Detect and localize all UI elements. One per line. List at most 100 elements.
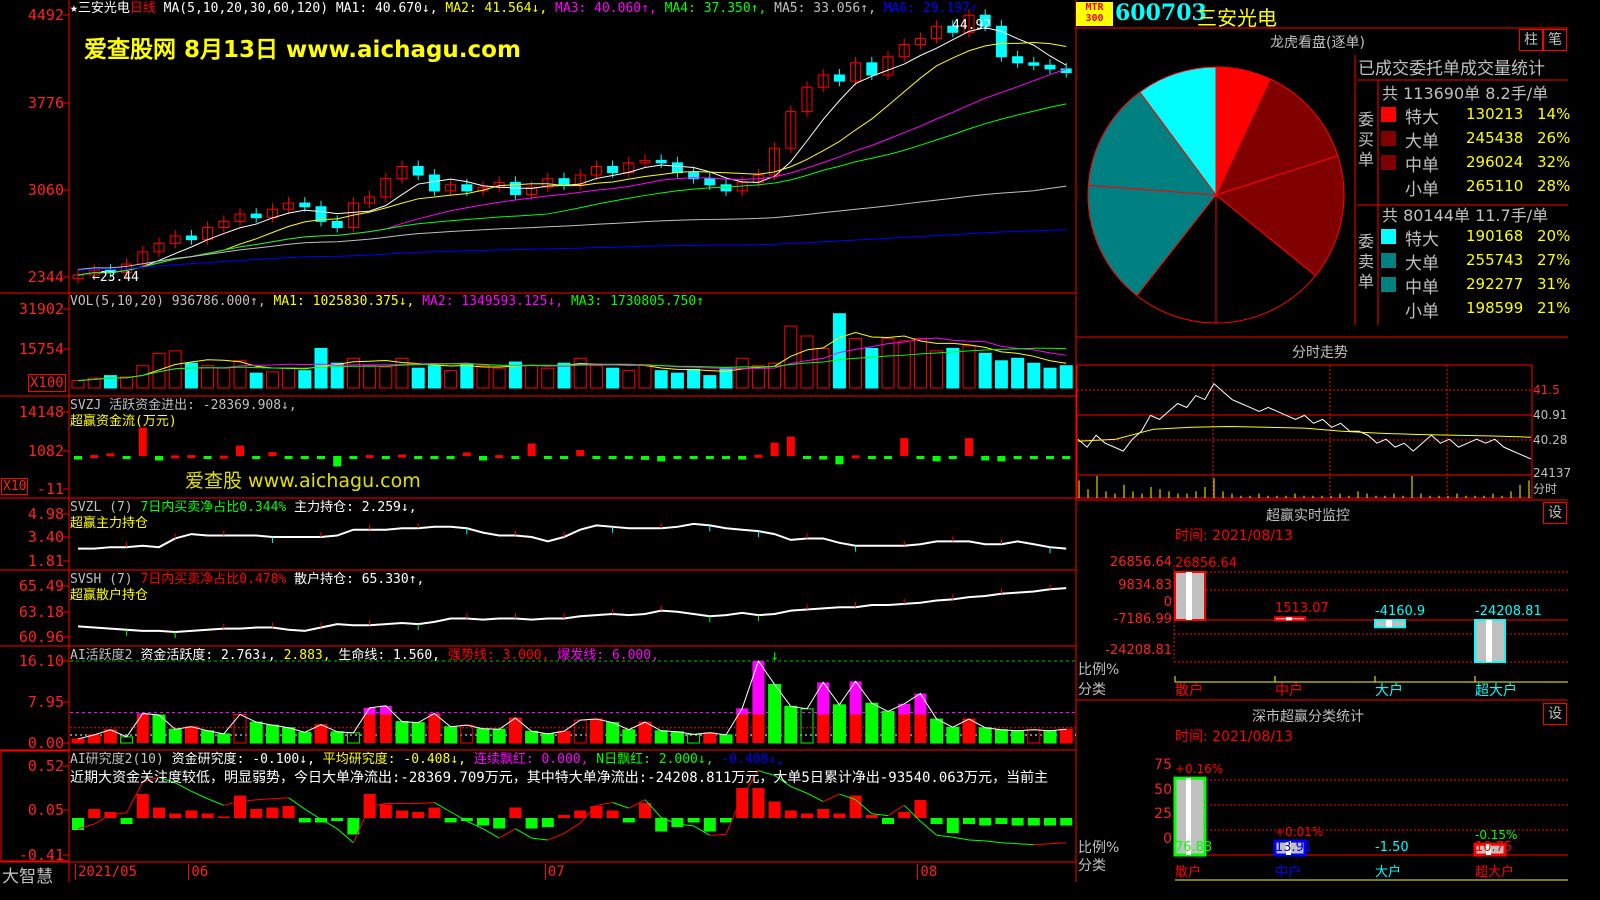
research-axis-label: 0.52 — [27, 757, 64, 775]
volume-bar — [735, 357, 749, 389]
date-label: 07 — [544, 864, 565, 880]
flow-bar — [1029, 456, 1038, 459]
research-bar — [898, 812, 911, 818]
sell-summary: 共 80144单 11.7手/单 — [1382, 206, 1549, 225]
candle-up — [914, 37, 926, 46]
activity-bar — [525, 730, 539, 744]
stats-settings-button[interactable]: 设 — [1543, 703, 1567, 725]
flow-bar — [187, 455, 196, 459]
research-bar — [639, 803, 651, 818]
ma120-line — [77, 229, 1067, 271]
activity-bar — [444, 726, 458, 744]
flow-bar — [284, 456, 293, 459]
order-percent: 31% — [1537, 275, 1571, 293]
volume-bar — [476, 365, 490, 389]
activity-bar — [736, 714, 749, 743]
research-bar — [120, 818, 133, 824]
flow-bar — [268, 452, 277, 456]
volume-bar — [557, 362, 571, 389]
activity-bar — [978, 727, 992, 744]
volume-bar — [120, 376, 134, 389]
stats-time: 时间: 2021/08/13 — [1175, 729, 1293, 745]
header-segment: MA2: 41.564↓, — [445, 1, 555, 16]
volume-bar — [282, 367, 296, 389]
flow-bar — [1013, 456, 1022, 459]
svzl-axis-label: 4.98 — [27, 505, 64, 523]
research-line — [207, 798, 224, 806]
header-segment: -0.408↓, — [721, 752, 784, 767]
stats-value-label: 13.91 — [1275, 840, 1313, 855]
monitor-axis-label: -24208.81 — [1105, 643, 1172, 658]
volume-bar — [217, 367, 231, 389]
candle-down — [1012, 56, 1024, 64]
candle-down — [250, 213, 262, 219]
activity-bar — [768, 683, 782, 744]
candle-up — [931, 25, 943, 39]
flow-bar — [333, 456, 342, 467]
volume-bar — [508, 361, 522, 389]
bar-view-button[interactable]: 柱 — [1519, 29, 1543, 51]
research-line — [466, 820, 484, 830]
activity-bar — [946, 726, 960, 744]
stats-category-label: 分类 — [1078, 858, 1106, 874]
research-bar — [1060, 818, 1073, 826]
activity-bar — [865, 702, 879, 744]
activity-bar — [184, 726, 198, 744]
legend-swatch — [1381, 277, 1396, 292]
research-bar — [460, 818, 473, 821]
research-bar — [428, 807, 441, 818]
stats-change-label: +0.16% — [1175, 762, 1224, 777]
volume-bar — [1043, 367, 1057, 389]
research-bar — [606, 810, 619, 818]
candle-down — [185, 235, 197, 241]
research-line — [547, 832, 565, 841]
legend-swatch — [1381, 253, 1396, 268]
research-line — [563, 822, 581, 834]
header-segment: MA4: 37.350↑, — [664, 1, 775, 16]
activity-bar — [541, 733, 555, 744]
activity-bar — [201, 730, 215, 744]
tick-view-button[interactable]: 笔 — [1543, 29, 1567, 51]
candle-down — [833, 74, 845, 82]
flow-bar — [738, 456, 747, 460]
volume-bar — [784, 325, 798, 389]
volume-bar — [298, 370, 312, 389]
monitor-category-1: 中户 — [1275, 683, 1303, 699]
research-bar — [444, 818, 457, 823]
monitor-settings-button[interactable]: 设 — [1543, 502, 1567, 524]
flow-bar — [900, 438, 909, 456]
activity-bar — [1059, 728, 1073, 744]
activity-bar — [752, 714, 765, 743]
bar-highlight — [1286, 617, 1292, 621]
research-bar — [558, 815, 570, 818]
research-line — [110, 812, 127, 816]
stats-change-label: -0.15% — [1475, 828, 1518, 843]
activity-bar — [784, 705, 798, 744]
volume-bar — [460, 363, 474, 389]
intraday-price-line — [1077, 382, 1532, 460]
active-axis-label: 0.00 — [27, 734, 64, 752]
order-type: 特大 — [1405, 230, 1439, 250]
candle-up — [769, 147, 781, 176]
research-line — [304, 808, 322, 820]
volume-bar — [184, 362, 198, 389]
flow-bar — [657, 456, 666, 462]
table-title: 已成交委托单成交量统计 — [1358, 59, 1545, 79]
flow-bar — [252, 456, 261, 459]
vol-ma20-line — [77, 347, 1067, 382]
activity-bar — [476, 728, 490, 744]
volume-bar — [930, 350, 944, 389]
svsh-subtitle: 超赢散户持仓 — [70, 588, 149, 603]
price-axis-label: 2344 — [27, 268, 64, 286]
header-segment: 资金活跃度: 2.763↓, — [140, 648, 284, 663]
vol-axis-label: 15754 — [18, 340, 64, 358]
low-price-label: ←23.44 — [92, 270, 139, 285]
mtr-logo: MTR 300 — [1076, 2, 1113, 26]
research-line — [612, 802, 629, 809]
research-bar — [736, 788, 749, 818]
activity-bar — [606, 722, 620, 744]
candle-down — [947, 25, 959, 33]
volume-bar — [849, 337, 863, 389]
intraday-avg-line — [1077, 426, 1532, 442]
